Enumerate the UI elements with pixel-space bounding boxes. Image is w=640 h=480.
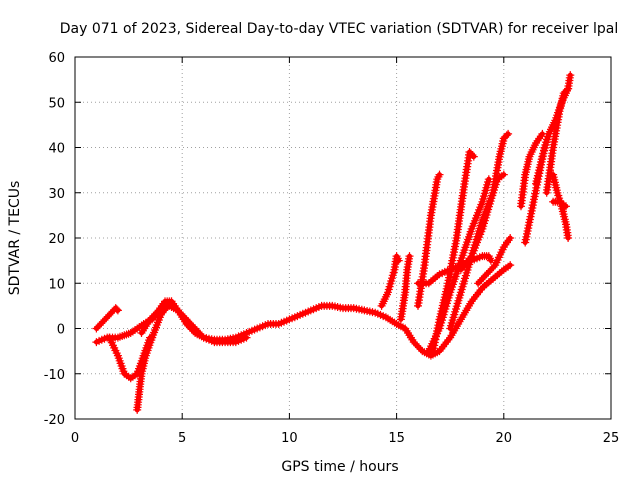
y-tick-label: 10	[48, 277, 65, 292]
series-markers	[414, 170, 444, 310]
series-arc-7	[396, 252, 414, 324]
y-axis-label: SDTVAR / TECUs	[7, 181, 23, 296]
series-markers	[137, 297, 251, 347]
series-arc-11	[424, 175, 493, 356]
y-tick-label: 50	[48, 96, 65, 111]
series-markers	[133, 297, 176, 414]
y-tick-label: 0	[57, 323, 65, 338]
series-arc-18	[542, 84, 573, 197]
series-markers	[549, 197, 570, 211]
series-arc-1	[92, 304, 122, 333]
x-tick-label: 5	[178, 431, 186, 446]
x-tick-label: 25	[603, 431, 620, 446]
x-tick-label: 15	[388, 431, 405, 446]
grid-lines	[75, 57, 611, 419]
series-arc-20	[549, 197, 570, 211]
series-markers	[542, 84, 573, 197]
series-markers	[456, 129, 513, 274]
chart-title: Day 071 of 2023, Sidereal Day-to-day VTE…	[60, 21, 618, 37]
x-tick-label: 20	[496, 431, 513, 446]
series-markers	[517, 129, 547, 211]
y-tick-label: 60	[48, 51, 65, 66]
series-markers	[474, 234, 515, 288]
y-tick-label: 40	[48, 142, 65, 157]
series-arc-14	[474, 234, 515, 288]
series-arc-9	[429, 148, 478, 356]
series-arc-8	[414, 170, 444, 310]
series-markers	[377, 252, 403, 310]
series-markers	[396, 252, 414, 324]
x-tick-label: 0	[71, 431, 79, 446]
y-tick-label: 30	[48, 187, 65, 202]
axis-ticks: 0 5 10 15 20 25 -20 -10 0 10 20 30 40 50 60	[44, 51, 620, 446]
series-arc-15	[517, 129, 547, 211]
series-arc-5	[137, 297, 251, 347]
series-arc-13	[456, 129, 513, 274]
series-arc-6	[377, 252, 403, 310]
series-markers	[92, 304, 122, 333]
y-tick-label: 20	[48, 232, 65, 247]
data-marks	[92, 71, 575, 414]
y-tick-label: -10	[44, 368, 65, 383]
series-arc-4	[133, 297, 176, 414]
y-tick-label: -20	[44, 413, 65, 428]
x-tick-label: 10	[281, 431, 298, 446]
x-axis-label: GPS time / hours	[281, 459, 398, 475]
series-markers	[424, 175, 493, 356]
